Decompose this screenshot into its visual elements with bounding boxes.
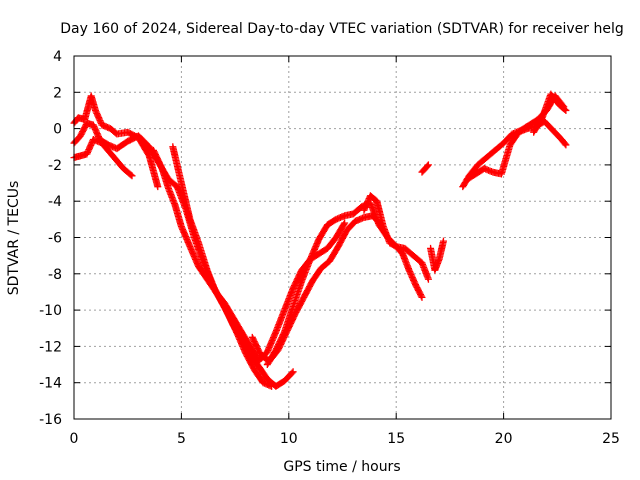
x-tick-label: 5	[177, 431, 186, 447]
x-tick-label: 20	[495, 431, 513, 447]
x-tick-label: 25	[602, 431, 620, 447]
data-point	[289, 368, 297, 376]
series-track-g	[263, 199, 432, 369]
data-point	[288, 369, 296, 377]
y-tick-label: -12	[39, 339, 62, 355]
data-point	[562, 141, 570, 149]
data-point	[127, 171, 135, 179]
data-point	[417, 292, 425, 300]
data-point	[154, 183, 162, 191]
data-point	[340, 220, 348, 228]
data-point	[423, 162, 431, 170]
data-point	[561, 140, 569, 148]
series-track-m	[530, 90, 570, 136]
y-tick-label: 4	[53, 49, 62, 65]
series-track-i	[418, 161, 432, 176]
y-tick-label: -10	[39, 303, 62, 319]
data-point	[561, 106, 569, 114]
data-point	[439, 237, 447, 245]
data-point	[424, 275, 432, 283]
data-point	[424, 161, 432, 169]
grid	[74, 56, 611, 419]
y-axis-label: SDTVAR / TECUs	[6, 181, 22, 296]
series-track-l	[463, 117, 570, 183]
series-track-h	[360, 192, 426, 301]
y-tick-label: -2	[48, 158, 62, 174]
y-tick-label: 0	[53, 122, 62, 138]
y-tick-label: -6	[48, 231, 62, 247]
chart-title: Day 160 of 2024, Sidereal Day-to-day VTE…	[60, 21, 623, 37]
x-axis-label: GPS time / hours	[283, 459, 400, 475]
plot-frame	[73, 55, 612, 420]
x-tick-label: 15	[387, 431, 405, 447]
y-tick-label: -8	[48, 267, 62, 283]
data-points	[70, 90, 570, 390]
y-tick-label: 2	[53, 85, 62, 101]
y-tick-label: -14	[39, 376, 62, 392]
data-point	[341, 219, 349, 227]
data-point	[562, 106, 570, 114]
series-track-e	[169, 143, 349, 365]
series-track-j	[427, 237, 447, 274]
x-tick-label: 0	[70, 431, 79, 447]
data-point	[128, 172, 136, 180]
y-tick-label: -4	[48, 194, 62, 210]
series-track-b	[70, 92, 162, 191]
x-tick-label: 10	[280, 431, 298, 447]
data-point	[418, 293, 426, 301]
y-tick-label: -16	[39, 412, 62, 428]
